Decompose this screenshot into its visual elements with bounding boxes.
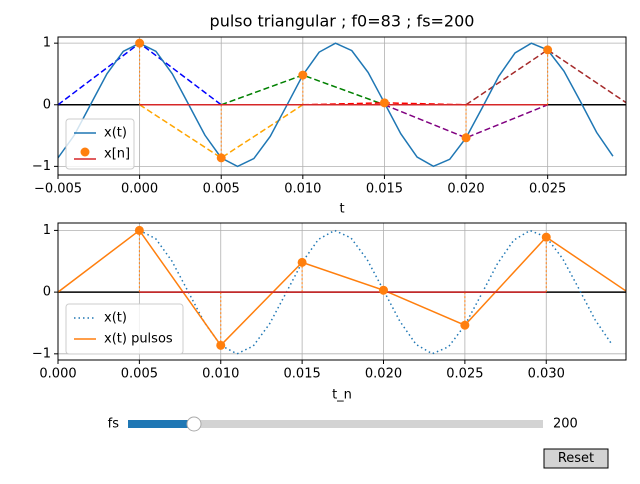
x-tick-label: 0.005	[121, 367, 158, 382]
series-line	[58, 229, 626, 347]
legend: x(t) x(t) pulsos	[65, 303, 184, 355]
x-tick-label: 0.025	[529, 182, 566, 197]
x-tick-label: 0.000	[39, 367, 76, 382]
stem-marker	[134, 225, 144, 235]
stem-marker	[297, 257, 307, 267]
reset-button[interactable]: Reset	[543, 448, 609, 469]
button-label[interactable]: Reset	[558, 451, 594, 466]
slider-label: fs	[108, 417, 120, 432]
legend-box	[65, 303, 184, 355]
slider-track[interactable]	[128, 420, 543, 428]
stem-marker	[298, 70, 308, 80]
legend-label: x[n]	[104, 147, 130, 162]
pulse-triangle	[384, 104, 548, 139]
legend-label: x(t) pulsos	[104, 332, 173, 347]
x-tick-label: 0.020	[365, 367, 402, 382]
y-tick-label: −1	[32, 346, 51, 361]
axes-frame	[57, 222, 627, 361]
series-line	[58, 42, 614, 168]
x-tick-label: 0.005	[203, 182, 240, 197]
legend-marker	[80, 147, 90, 157]
y-tick-label: −1	[32, 159, 51, 174]
x-axis-label: t_n	[332, 388, 352, 403]
stem-marker	[541, 232, 551, 242]
stem-marker	[379, 98, 389, 108]
y-tick-label: 1	[43, 36, 51, 51]
x-tick-label: 0.010	[284, 182, 321, 197]
stem-marker	[461, 133, 471, 143]
stem-marker	[216, 153, 226, 163]
slider-fill	[128, 420, 194, 428]
y-tick-label: 1	[43, 223, 51, 238]
legend: x(t) x[n]	[65, 118, 135, 170]
slider-knob[interactable]	[186, 416, 202, 432]
y-tick-label: 0	[43, 285, 51, 300]
axes-frame	[57, 36, 627, 176]
legend-label: x(t)	[104, 126, 127, 141]
x-tick-label: 0.015	[366, 182, 403, 197]
x-tick-label: 0.030	[528, 367, 565, 382]
x-tick-label: −0.005	[34, 182, 82, 197]
axes: 0.000 0.005 0.010 0.015 0.020 0.025 0.030 −1 0 1 t…	[32, 222, 627, 403]
slider-value: 200	[553, 417, 578, 432]
x-tick-label: 0.025	[446, 367, 483, 382]
stem-marker	[543, 45, 553, 55]
stem-marker	[135, 38, 145, 48]
slider[interactable]: fs 200	[108, 416, 578, 432]
button-box[interactable]	[543, 448, 609, 469]
x-tick-label: 0.010	[202, 367, 239, 382]
x-tick-label: 0.020	[447, 182, 484, 197]
stem-marker	[460, 320, 470, 330]
legend-box	[65, 118, 135, 170]
x-tick-label: 0.000	[121, 182, 158, 197]
plot-area	[58, 223, 626, 360]
x-tick-label: 0.015	[284, 367, 321, 382]
y-tick-label: 0	[43, 97, 51, 112]
stem-marker	[216, 340, 226, 350]
chart-title: pulso triangular ; f0=83 ; fs=200	[210, 12, 475, 31]
axes: −0.005 0.000 0.005 0.010 0.015 0.020 0.025 −1 0 1…	[32, 12, 627, 217]
stem-marker	[379, 285, 389, 295]
plot-area	[58, 37, 626, 175]
x-axis-label: t	[339, 202, 344, 217]
legend-label: x(t)	[104, 311, 127, 326]
pulse-triangle	[139, 104, 304, 159]
